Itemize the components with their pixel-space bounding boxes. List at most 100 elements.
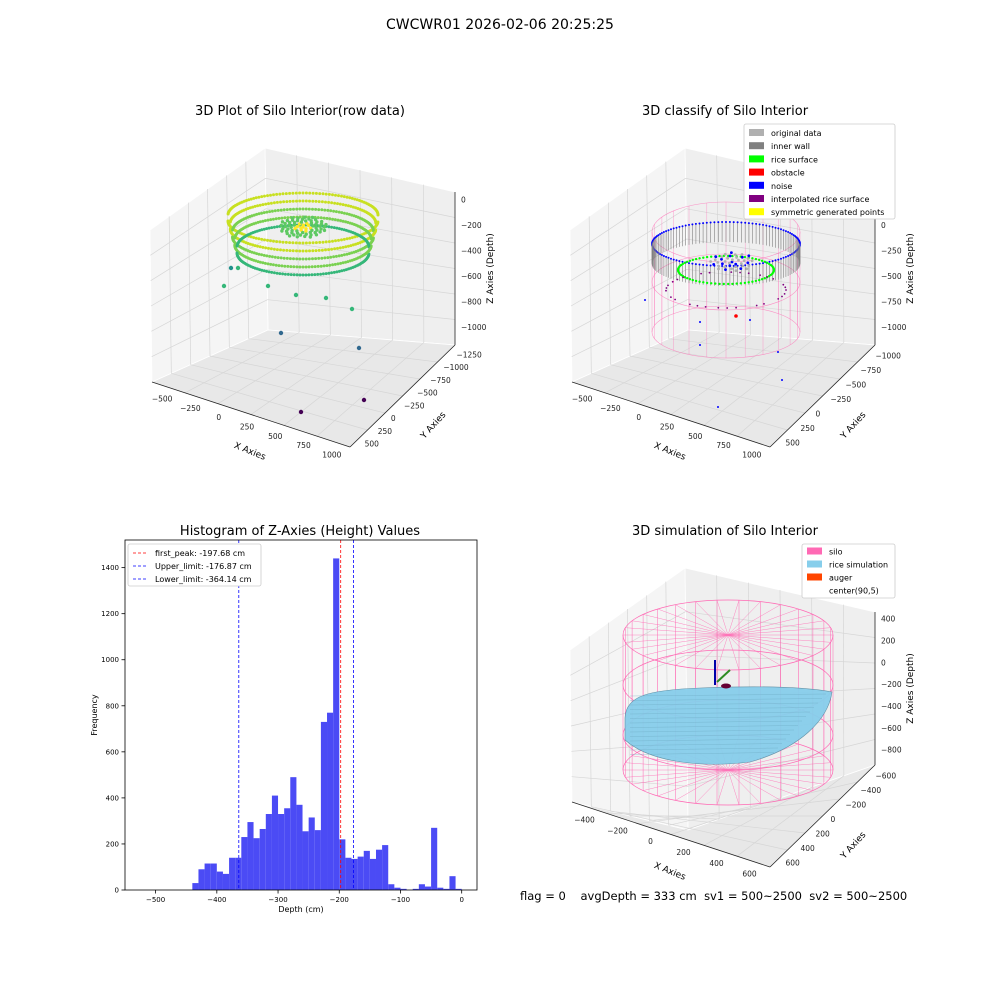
original-point <box>730 251 733 255</box>
noise-point <box>751 222 754 225</box>
rice-surface-point <box>714 282 717 285</box>
x-tick-label: −200 <box>330 896 349 904</box>
raw-point <box>295 235 299 239</box>
rice-surface-point <box>763 260 766 263</box>
histogram-chart: −500 −400 −300 −200 −100 0 0 200 400 600 800 1000 12… <box>90 539 478 914</box>
legend-label: Lower_limit: -364.14 cm <box>155 575 252 584</box>
raw-point <box>280 220 285 224</box>
noise-point <box>771 260 774 263</box>
histogram-bar <box>455 888 462 890</box>
raw-point <box>330 225 334 229</box>
raw-point <box>346 220 350 224</box>
z-tick-label: −400 <box>881 702 902 711</box>
raw-point <box>320 208 324 212</box>
raw-point <box>285 231 289 236</box>
raw-point <box>292 257 295 261</box>
raw-point <box>275 271 279 275</box>
raw-point <box>274 217 278 221</box>
raw-point <box>342 211 346 215</box>
raw-point <box>260 228 264 232</box>
raw-point <box>325 216 329 220</box>
legend-swatch <box>749 168 764 176</box>
noise-point <box>781 379 783 381</box>
raw-point <box>283 224 287 229</box>
noise-point <box>662 255 665 257</box>
y-tick-label: 250 <box>378 427 393 436</box>
interpolated-point <box>671 280 674 283</box>
legend-label: rice surface <box>771 155 818 164</box>
raw-point <box>344 220 348 224</box>
rice-surface-point <box>766 261 769 264</box>
raw-point <box>314 199 318 203</box>
raw-point <box>291 241 295 245</box>
y-tick-label: −250 <box>404 401 425 410</box>
original-point <box>717 267 720 271</box>
raw-point <box>295 265 299 269</box>
raw-point <box>288 191 292 195</box>
raw-point <box>257 195 261 199</box>
interpolated-point <box>665 289 667 292</box>
raw-point <box>319 227 323 231</box>
raw-point <box>301 207 305 211</box>
x-tick-label: −400 <box>574 815 595 824</box>
raw-point <box>321 240 325 244</box>
status-flag: flag = 0 <box>520 889 566 903</box>
raw-point <box>267 226 271 230</box>
original-point <box>746 261 750 265</box>
original-point <box>746 257 750 260</box>
noise-point <box>657 234 660 237</box>
histogram-bar <box>382 845 389 890</box>
raw-point <box>332 209 336 213</box>
raw-point <box>311 199 315 203</box>
raw-point <box>350 196 354 200</box>
raw-outlier-point <box>228 265 234 271</box>
raw-point <box>320 256 324 260</box>
raw-point <box>342 237 346 241</box>
silo-wire-spoke <box>625 762 729 771</box>
raw-point <box>258 203 262 207</box>
original-point <box>730 267 733 271</box>
y-tick-label: 200 <box>106 840 119 848</box>
raw-point <box>307 257 311 261</box>
x-tick-label: 750 <box>296 441 311 450</box>
raw-point <box>340 194 343 198</box>
raw-point <box>349 244 353 248</box>
raw-point <box>278 240 282 244</box>
rice-mesh-line <box>629 752 775 755</box>
noise-point <box>762 223 764 226</box>
silo-wire-spoke <box>695 634 729 669</box>
histogram-bar <box>400 888 407 890</box>
obstacle-point <box>734 314 738 318</box>
raw-point <box>262 211 266 215</box>
interpolated-point <box>784 286 787 289</box>
z-tick-label: 400 <box>881 615 896 624</box>
raw-point <box>352 250 356 254</box>
noise-point <box>654 236 657 239</box>
noise-point <box>755 222 758 225</box>
raw-point <box>340 238 343 242</box>
noise-point <box>732 221 735 224</box>
raw-point <box>283 264 287 268</box>
noise-point <box>667 229 670 232</box>
raw-point <box>316 216 320 220</box>
noise-point <box>688 223 690 226</box>
z-tick-label: −750 <box>881 298 902 307</box>
raw-point <box>348 236 352 240</box>
histogram-title: Histogram of Z-Axies (Height) Values <box>179 524 421 539</box>
interpolated-point <box>726 307 729 309</box>
rice-surface-point <box>718 254 721 258</box>
grid-line <box>171 372 368 431</box>
histogram-bar <box>302 831 309 890</box>
rice-surface-point <box>691 258 694 262</box>
raw-outlier-point <box>361 397 367 403</box>
raw-point <box>265 269 269 273</box>
raw-point <box>289 265 293 269</box>
silo-wire-spoke <box>643 614 729 636</box>
rice-surface-point <box>727 254 730 258</box>
raw-point <box>332 255 336 259</box>
x-axis-line <box>571 381 771 448</box>
raw-point <box>319 272 323 276</box>
raw-point <box>308 249 311 253</box>
raw-point <box>314 241 318 245</box>
rice-surface-point <box>772 267 775 270</box>
